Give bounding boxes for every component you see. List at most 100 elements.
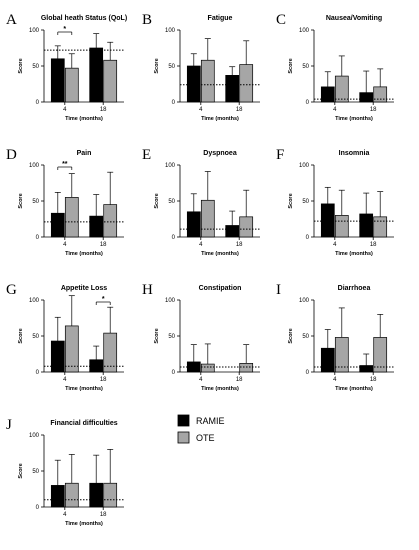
x-axis-label: Time (months) (65, 116, 103, 122)
y-tick-label: 0 (306, 370, 310, 376)
y-tick-label: 50 (168, 334, 175, 340)
bar-ote (103, 59, 118, 103)
x-axis-label: Time (months) (201, 251, 239, 257)
y-tick-label: 100 (165, 28, 176, 34)
bar-ramie (50, 212, 65, 238)
bar-ote (64, 67, 79, 103)
y-axis-label: Score (18, 463, 24, 478)
y-axis-label: Score (18, 58, 24, 73)
panel-i: I Diarrhoea 0 50 100 Score 4 18 Time (months) (276, 282, 394, 392)
panel-c: C Nausea/Vomiting 0 50 100 Score 4 18 Time (mont… (276, 12, 394, 122)
x-axis-label: Time (months) (335, 386, 373, 392)
x-tick-label: 18 (236, 107, 243, 113)
panel-title: Global heath Status (QoL) (41, 15, 127, 22)
panel-b: B Fatigue 0 50 100 Score 4 18 Time (months) (142, 12, 260, 122)
y-tick-label: 100 (299, 298, 310, 304)
significance-marker: * (102, 296, 105, 303)
y-axis-label: Score (154, 58, 160, 73)
panel-title: Constipation (199, 285, 242, 292)
bar-ote (103, 482, 118, 508)
bar-ote (334, 75, 349, 103)
legend-label-ote: OTE (196, 433, 215, 443)
panel-d: D Pain 0 50 100 Score 4 18 Time (months) ** (6, 147, 124, 257)
x-axis-label: Time (months) (65, 251, 103, 257)
y-axis-label: Score (288, 328, 294, 343)
panel-letter: I (276, 282, 281, 298)
chart-panels: A Global heath Status (QoL) 0 50 100 Score 4 18… (6, 12, 394, 527)
panel-letter: D (6, 147, 17, 163)
legend-swatch-ramie (177, 414, 190, 427)
bar-ote (64, 197, 79, 238)
bar-ramie (50, 58, 65, 103)
x-tick-label: 4 (199, 377, 203, 383)
x-tick-label: 18 (100, 242, 107, 248)
bar-ote (64, 325, 79, 373)
panel-title: Financial difficulties (50, 420, 117, 427)
y-tick-label: 0 (36, 100, 40, 106)
bar-ramie (89, 47, 104, 103)
panel-e: E Dyspnoea 0 50 100 Score 4 18 Time (months) (142, 147, 260, 257)
y-tick-label: 100 (165, 163, 176, 169)
x-tick-label: 18 (236, 242, 243, 248)
bar-ote (200, 363, 215, 373)
bar-ote (200, 59, 215, 103)
x-tick-label: 4 (333, 242, 337, 248)
bar-ote (200, 199, 215, 238)
panel-letter: H (142, 282, 153, 298)
bar-ramie (320, 347, 335, 373)
y-tick-label: 50 (302, 64, 309, 70)
panel-letter: E (142, 147, 151, 163)
bar-ote (239, 64, 254, 103)
y-tick-label: 50 (32, 199, 39, 205)
bar-ote (373, 86, 388, 103)
y-axis-label: Score (18, 193, 24, 208)
bar-ramie (320, 86, 335, 103)
y-tick-label: 50 (302, 199, 309, 205)
panel-h: H Constipation 0 50 100 Score 4 18 Time (months) (142, 282, 260, 392)
y-tick-label: 0 (36, 505, 40, 511)
bar-ramie (225, 225, 240, 238)
y-tick-label: 100 (29, 433, 40, 439)
bar-ramie (225, 75, 240, 103)
bar-ote (239, 216, 254, 238)
y-axis-label: Score (288, 193, 294, 208)
x-axis-label: Time (months) (201, 116, 239, 122)
y-tick-label: 50 (168, 64, 175, 70)
y-axis-label: Score (154, 328, 160, 343)
bar-ote (64, 482, 79, 508)
bar-ramie (89, 215, 104, 238)
bar-ote (373, 216, 388, 238)
y-tick-label: 0 (172, 235, 176, 241)
panel-title: Pain (77, 150, 92, 157)
y-tick-label: 50 (32, 64, 39, 70)
panel-letter: B (142, 12, 152, 28)
x-tick-label: 4 (333, 107, 337, 113)
bar-ramie (359, 213, 374, 238)
y-tick-label: 100 (299, 28, 310, 34)
panel-title: Nausea/Vomiting (326, 15, 382, 22)
y-tick-label: 100 (165, 298, 176, 304)
panel-g: G Appetite Loss 0 50 100 Score 4 18 Time (months… (6, 282, 124, 392)
bar-ramie (320, 203, 335, 238)
x-axis-label: Time (months) (65, 521, 103, 527)
legend-label-ramie: RAMIE (196, 416, 225, 426)
panel-a: A Global heath Status (QoL) 0 50 100 Score 4 18… (6, 12, 127, 122)
significance-marker: ** (62, 161, 68, 168)
y-tick-label: 100 (29, 163, 40, 169)
x-tick-label: 18 (370, 377, 377, 383)
panel-letter: A (6, 12, 17, 28)
x-tick-label: 4 (199, 242, 203, 248)
x-tick-label: 18 (236, 377, 243, 383)
panel-letter: F (276, 147, 284, 163)
panel-f: F Insomnia 0 50 100 Score 4 18 Time (months) (276, 147, 394, 257)
panel-title: Dyspnoea (203, 150, 237, 157)
x-tick-label: 18 (100, 107, 107, 113)
panel-title: Diarrhoea (338, 285, 371, 292)
x-tick-label: 4 (63, 242, 67, 248)
y-tick-label: 50 (168, 199, 175, 205)
y-axis-label: Score (18, 328, 24, 343)
panel-letter: G (6, 282, 17, 298)
bar-ramie (186, 211, 201, 238)
y-axis-label: Score (288, 58, 294, 73)
